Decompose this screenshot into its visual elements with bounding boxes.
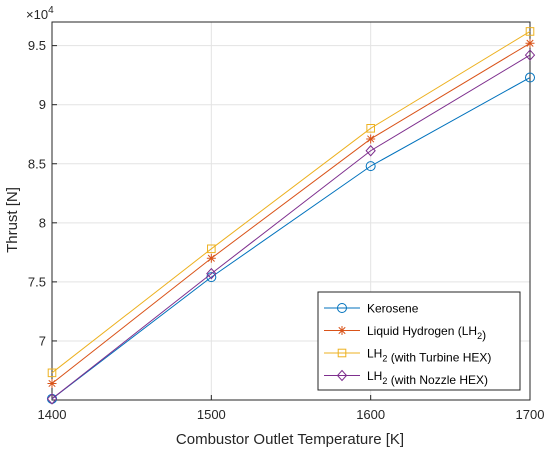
data-point <box>207 244 216 254</box>
series-line <box>51 31 531 374</box>
y-axis-label: Thrust [N] <box>4 187 21 253</box>
y-tick-label: 8.5 <box>28 156 46 171</box>
legend-label: Liquid Hydrogen (LH2) <box>367 324 486 342</box>
legend-item: LH2 (with Turbine HEX) <box>324 347 491 365</box>
data-point <box>366 134 376 144</box>
x-tick-label: 1700 <box>516 407 545 422</box>
data-point <box>525 27 535 36</box>
legend-label: Kerosene <box>367 302 419 316</box>
data-point <box>365 145 376 157</box>
y-tick-label: 7 <box>39 333 46 348</box>
y-axis-multiplier: ×104 <box>26 5 54 22</box>
data-point <box>206 253 216 263</box>
y-tick-label: 9 <box>39 97 46 112</box>
legend-item: LH2 (with Nozzle HEX) <box>324 369 488 387</box>
axis-ticks: 1400 1500 1600 1700 7 7.5 8 8.5 9 9.5 <box>28 38 545 422</box>
series-line <box>51 54 531 400</box>
legend-item: Kerosene <box>324 302 419 316</box>
data-point <box>524 49 536 61</box>
series-group <box>46 27 536 405</box>
series-square <box>47 27 535 378</box>
data-point <box>337 348 347 358</box>
data-point <box>525 38 535 48</box>
data-point <box>336 369 348 382</box>
data-point <box>525 72 535 83</box>
data-point <box>206 267 217 280</box>
y-tick-label: 9.5 <box>28 38 46 53</box>
legend-label: LH2 (with Turbine HEX) <box>367 347 491 365</box>
data-point <box>365 161 376 172</box>
x-tick-label: 1500 <box>197 407 226 422</box>
series-diamond <box>46 49 536 405</box>
grid-lines <box>51 22 531 400</box>
plot-frame <box>51 21 531 401</box>
y-tick-label: 7.5 <box>28 274 46 289</box>
series-asterisk <box>47 38 535 388</box>
legend-label: LH2 (with Nozzle HEX) <box>367 369 488 387</box>
y-tick-label: 8 <box>39 215 46 230</box>
x-tick-label: 1600 <box>356 407 385 422</box>
data-point <box>337 326 347 335</box>
data-point <box>47 368 57 378</box>
legend-item: Liquid Hydrogen (LH2) <box>324 324 486 342</box>
data-point <box>337 303 347 313</box>
data-point <box>366 124 375 133</box>
data-point <box>46 393 58 405</box>
x-tick-label: 1400 <box>38 407 67 422</box>
series-line <box>51 77 531 400</box>
legend: Kerosene Liquid Hydrogen (LH2) LH2 (with T… <box>317 291 521 391</box>
data-point <box>47 378 57 388</box>
series-line <box>51 42 531 384</box>
x-axis-label: Combustor Outlet Temperature [K] <box>176 431 404 448</box>
